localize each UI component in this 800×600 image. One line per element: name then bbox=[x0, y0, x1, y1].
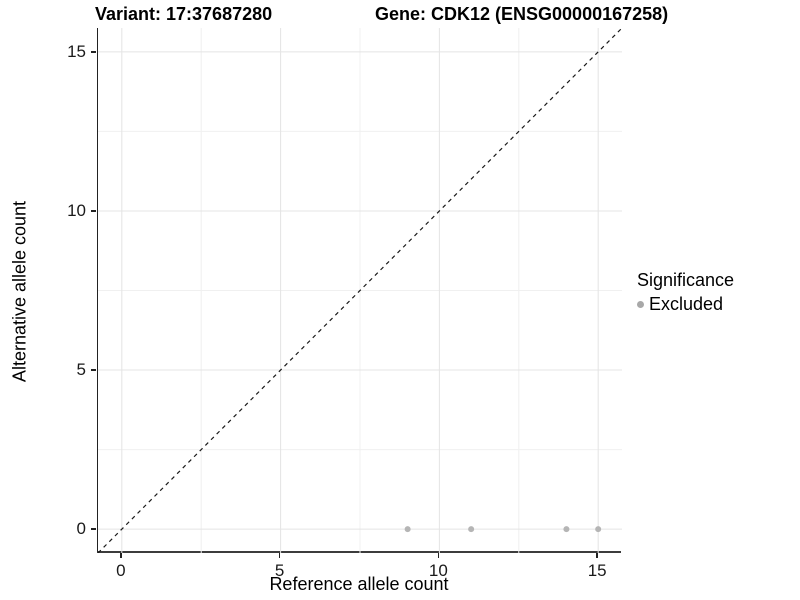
x-tick-label: 0 bbox=[116, 561, 126, 580]
plot-panel bbox=[97, 28, 622, 553]
excluded-point-icon bbox=[637, 301, 644, 308]
x-tick-mark bbox=[278, 553, 281, 558]
x-tick-mark bbox=[596, 553, 598, 558]
y-tick-mark bbox=[91, 210, 96, 212]
y-tick-label: 15 bbox=[67, 41, 86, 61]
data-point bbox=[468, 526, 475, 533]
variant-title: Variant: 17:37687280 bbox=[95, 4, 273, 24]
data-point bbox=[563, 526, 570, 533]
data-point bbox=[404, 526, 411, 533]
y-tick-label: 5 bbox=[76, 360, 86, 380]
y-tick-label: 0 bbox=[76, 519, 86, 539]
x-tick-mark bbox=[120, 553, 122, 558]
y-tick-mark bbox=[91, 369, 96, 371]
legend-title: Significance bbox=[637, 270, 735, 290]
y-tick-mark bbox=[91, 528, 96, 530]
legend-entry-excluded: Excluded bbox=[637, 294, 734, 315]
y-tick-label: 10 bbox=[67, 200, 86, 220]
x-axis-title: Reference allele count bbox=[269, 574, 449, 594]
x-tick-label: 10 bbox=[428, 561, 448, 580]
x-tick-label: 5 bbox=[274, 561, 285, 580]
y-axis-title: Alternative allele count bbox=[9, 200, 30, 383]
legend-entry-label: Excluded bbox=[649, 294, 724, 314]
gene-title: Gene: CDK12 (ENSG00000167258) bbox=[375, 4, 669, 24]
identity-reference-line bbox=[98, 28, 622, 553]
y-tick-mark bbox=[91, 51, 96, 53]
chart-canvas bbox=[98, 28, 622, 553]
x-tick-mark bbox=[437, 553, 440, 558]
data-point bbox=[595, 526, 602, 533]
x-tick-label: 15 bbox=[587, 561, 607, 580]
legend: Significance Excluded bbox=[637, 270, 734, 315]
